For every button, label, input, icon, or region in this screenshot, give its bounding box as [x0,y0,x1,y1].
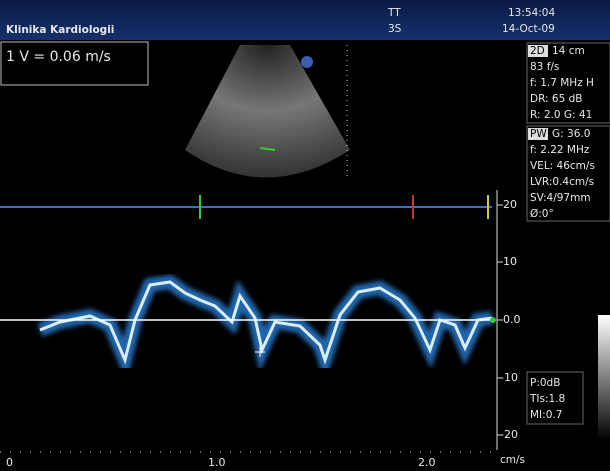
calibration: 1 V = 0.06 m/s [6,49,111,65]
ultrasound-screen: Klinika Kardiologii TT 3S 13:54:04 14-Oc… [0,0,610,471]
velocity-label: 0.0 [503,313,521,326]
setting: R: 2.0 G: 41 [530,109,592,121]
setting: 83 f/s [530,61,559,73]
velocity-label: 20 [503,198,517,211]
orientation-dot [301,56,313,68]
velocity-unit: cm/s [500,454,525,466]
page: Klinika Kardiologii TT 3S 13:54:04 14-Oc… [0,0,610,471]
doppler-spectrum [40,282,492,360]
time-label: 0 [6,456,13,469]
time-label: 1.0 [208,456,226,469]
setting: Ø:0° [530,208,554,220]
panel-pw [527,126,610,221]
velocity-label: 10 [503,255,517,268]
echo-sector [185,45,350,178]
time: 13:54:04 [508,7,555,19]
setting: DR: 65 dB [530,93,583,105]
setting: 14 cm [552,45,585,57]
mode-tag: 2D [530,45,545,57]
setting: f: 1.7 MHz H [530,77,594,89]
velocity-label: -20 [500,428,518,441]
gray-bar [598,315,610,440]
baseline-marker [490,317,496,323]
date: 14-Oct-09 [502,23,555,35]
probe-label: 3S [388,23,402,35]
setting: LVR:0.4cm/s [530,176,594,188]
mode-tag: PW [530,128,547,140]
safety: P:0dB [530,377,560,389]
setting: G: 36.0 [552,128,590,140]
probe-label: TT [387,7,401,19]
velocity-label: -10 [500,371,518,384]
setting: SV:4/97mm [530,192,591,204]
safety: MI:0.7 [530,409,562,421]
safety: TIs:1.8 [529,393,565,405]
time-label: 2.0 [418,456,436,469]
institution: Klinika Kardiologii [6,24,114,36]
setting: f: 2.22 MHz [530,144,590,156]
setting: VEL: 46cm/s [530,160,595,172]
